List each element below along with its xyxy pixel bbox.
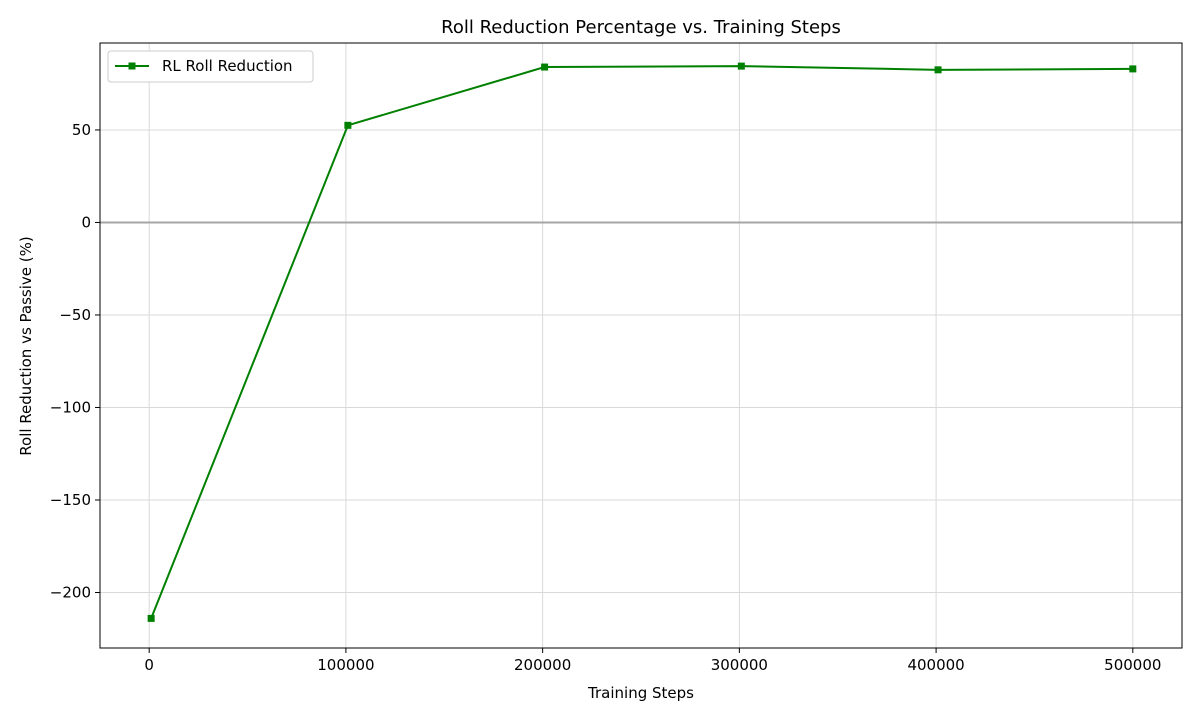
y-axis-label: Roll Reduction vs Passive (%) <box>17 236 35 455</box>
y-tick-label: −100 <box>50 398 91 416</box>
data-point-marker <box>344 121 352 129</box>
data-point-marker <box>147 614 155 622</box>
x-axis-label: Training Steps <box>587 684 694 702</box>
x-tick-label: 200000 <box>514 656 571 674</box>
x-tick-label: 0 <box>144 656 154 674</box>
y-tick-label: −50 <box>59 306 91 324</box>
data-point-marker <box>737 62 745 70</box>
y-tick-label: −150 <box>50 491 91 509</box>
x-tick-label: 100000 <box>317 656 374 674</box>
chart-title: Roll Reduction Percentage vs. Training S… <box>441 17 841 38</box>
data-point-marker <box>1129 65 1137 73</box>
series-group <box>147 62 1137 622</box>
x-tick-label: 400000 <box>907 656 964 674</box>
data-point-marker <box>541 63 549 71</box>
x-ticks: 0 100000 200000 300000 400000 500000 <box>144 648 1161 674</box>
x-tick-label: 500000 <box>1104 656 1161 674</box>
legend-marker-sample <box>128 62 136 70</box>
legend-frame <box>107 50 314 83</box>
y-tick-label: 0 <box>81 213 91 231</box>
y-ticks: −200 −150 −100 −50 0 50 <box>50 121 100 601</box>
y-tick-label: −200 <box>50 583 91 601</box>
x-tick-label: 300000 <box>711 656 768 674</box>
data-point-marker <box>934 66 942 74</box>
legend: RL Roll Reduction <box>107 50 314 83</box>
series-line <box>150 65 1133 619</box>
plot-frame <box>99 42 1183 649</box>
legend-label: RL Roll Reduction <box>162 57 293 75</box>
y-tick-label: 50 <box>72 121 91 139</box>
